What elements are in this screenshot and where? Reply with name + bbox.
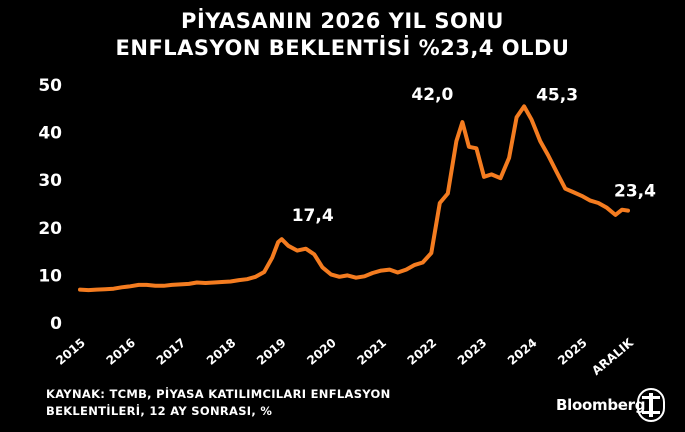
x-tick-label-2024: 2024 — [505, 336, 540, 368]
data-label-45-3: 45,3 — [536, 85, 578, 105]
title-line-1: PİYASANIN 2026 YIL SONU — [181, 9, 504, 33]
y-axis: 0 10 20 30 40 50 — [38, 76, 62, 334]
y-tick-label-40: 40 — [38, 124, 62, 144]
y-tick-label-20: 20 — [38, 219, 62, 239]
y-tick-label-10: 10 — [38, 266, 62, 286]
data-label-17-4: 17,4 — [292, 206, 334, 226]
x-tick-label-2017: 2017 — [154, 336, 189, 368]
source-note: KAYNAK: TCMB, PİYASA KATILIMCILARI ENFLA… — [46, 386, 391, 420]
x-tick-label-2022: 2022 — [405, 336, 440, 368]
ht-logo-icon — [637, 388, 665, 422]
y-tick-label-0: 0 — [50, 314, 62, 334]
source-line-2: BEKLENTİLERİ, 12 AY SONRASI, % — [46, 404, 273, 418]
y-tick-label-50: 50 — [38, 76, 62, 96]
x-tick-label-2015: 2015 — [53, 336, 88, 368]
x-tick-label-2025: 2025 — [555, 336, 590, 368]
x-axis: 2015 2016 2017 2018 2019 2020 2021 2022 2023 2024… — [53, 335, 636, 378]
title-line-2: ENFLASYON BEKLENTİSİ %23,4 OLDU — [115, 36, 570, 60]
x-tick-label-2023: 2023 — [455, 336, 490, 368]
x-tick-label-2020: 2020 — [304, 336, 339, 368]
bloomberg-logo: Bloomberg — [556, 396, 646, 414]
data-label-23-4: 23,4 — [614, 182, 656, 202]
x-tick-label-2016: 2016 — [104, 336, 139, 368]
source-line-1: KAYNAK: TCMB, PİYASA KATILIMCILARI ENFLA… — [46, 387, 391, 401]
y-tick-label-30: 30 — [38, 171, 62, 191]
x-tick-label-2021: 2021 — [354, 336, 389, 368]
series-line-inflation-expectation — [78, 104, 630, 293]
x-tick-label-2018: 2018 — [204, 336, 239, 368]
data-label-42-0: 42,0 — [411, 85, 453, 105]
data-labels: 17,4 42,0 45,3 23,4 — [292, 85, 656, 226]
x-tick-label-aralik: ARALIK — [589, 335, 636, 378]
x-tick-label-2019: 2019 — [254, 336, 289, 368]
chart-title: PİYASANIN 2026 YIL SONU ENFLASYON BEKLEN… — [0, 8, 685, 62]
